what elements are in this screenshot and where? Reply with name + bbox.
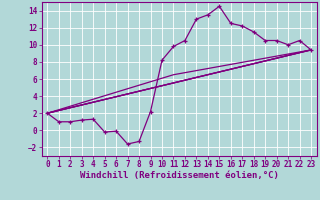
- X-axis label: Windchill (Refroidissement éolien,°C): Windchill (Refroidissement éolien,°C): [80, 171, 279, 180]
